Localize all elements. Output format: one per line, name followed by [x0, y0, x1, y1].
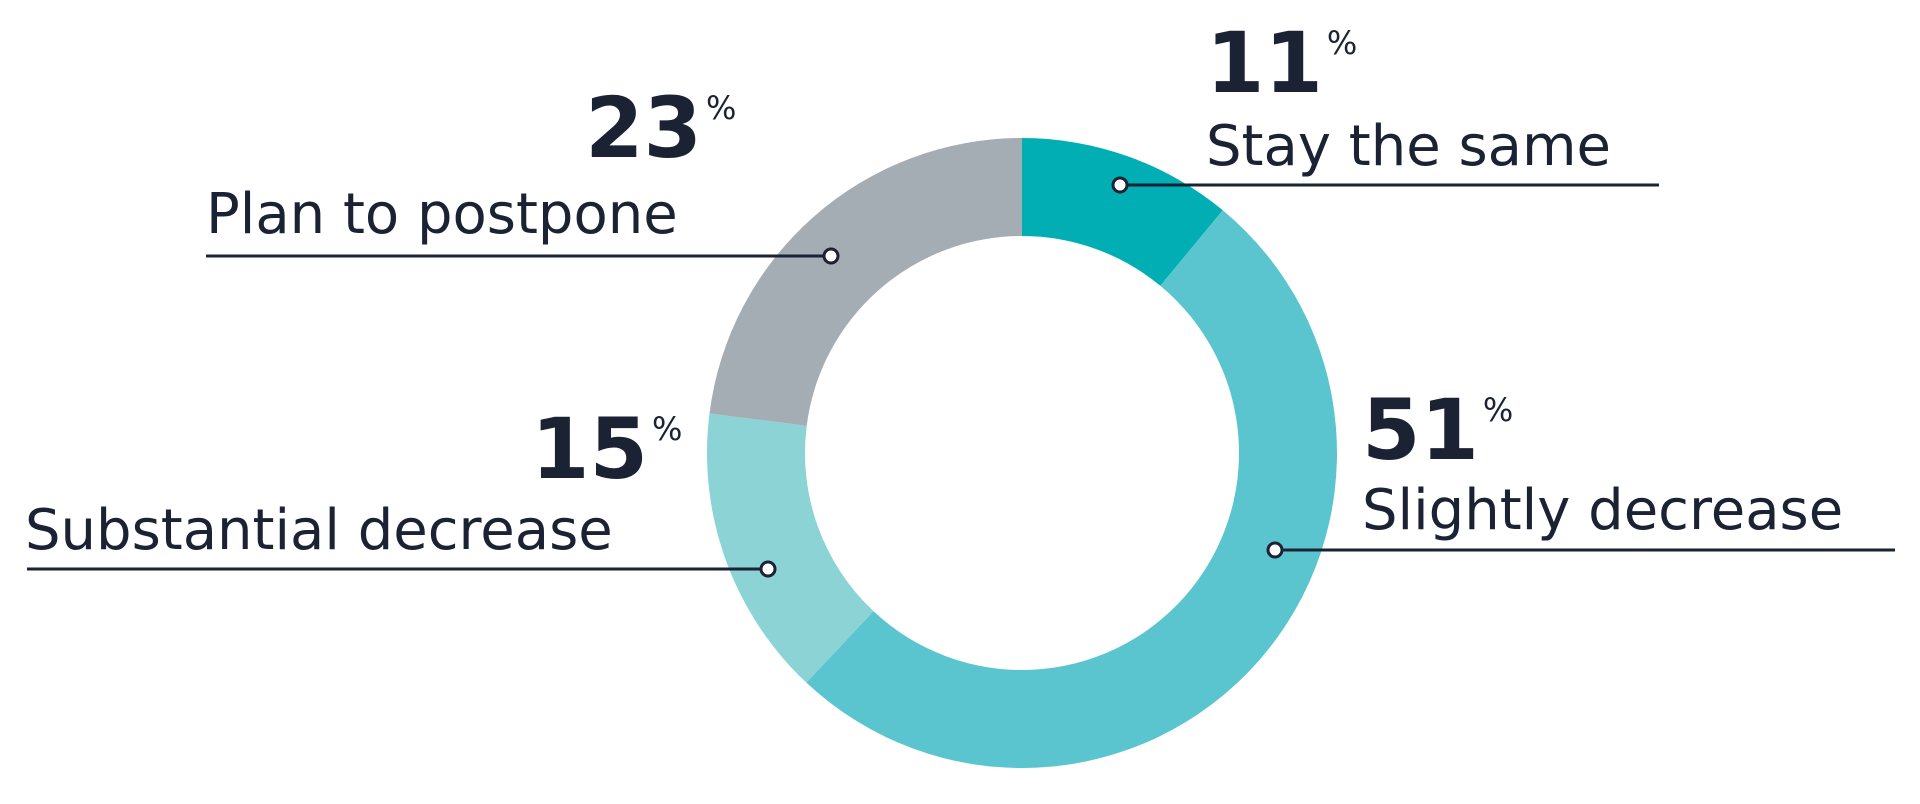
leader-dot [1111, 176, 1129, 194]
value-label: 51 [1362, 381, 1479, 479]
value-label: 15 [531, 400, 648, 498]
donut-slice [806, 210, 1337, 768]
category-label: Slightly decrease [1362, 478, 1843, 543]
leader-dot [1266, 541, 1284, 559]
donut-slice [709, 138, 1022, 426]
category-label: Substantial decrease [25, 498, 613, 563]
category-label: Plan to postpone [206, 182, 678, 247]
value-label: 23 [585, 79, 702, 177]
value-label: 11 [1206, 14, 1323, 112]
donut-slice [707, 413, 874, 683]
unit-label: % [652, 410, 682, 448]
unit-label: % [706, 89, 736, 127]
unit-label: % [1483, 391, 1513, 429]
leader-dot [822, 247, 840, 265]
leader-dot [759, 560, 777, 578]
donut-slice [1022, 138, 1223, 286]
unit-label: % [1327, 24, 1357, 62]
category-label: Stay the same [1206, 114, 1611, 179]
